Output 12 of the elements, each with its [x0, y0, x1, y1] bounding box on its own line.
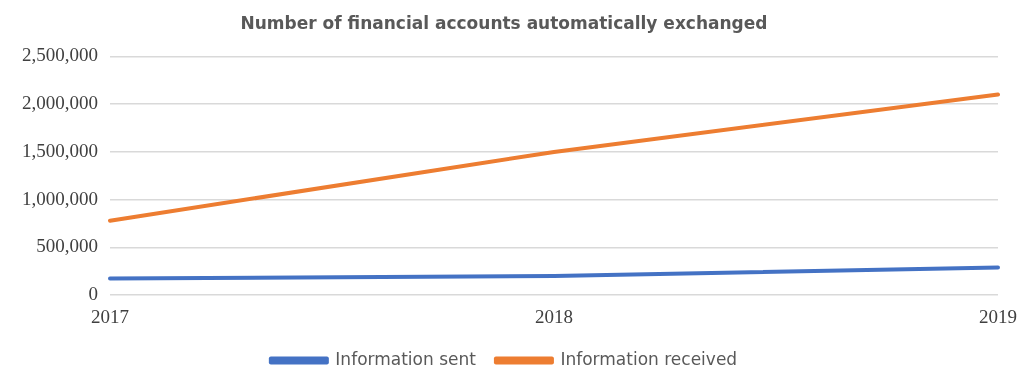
- legend-label: Information received: [560, 348, 738, 369]
- y-tick-label: 2,000,000: [22, 92, 98, 114]
- y-tick-label: 500,000: [36, 235, 98, 257]
- x-tick-label: 2019: [979, 305, 1017, 327]
- legend-label: Information sent: [335, 348, 477, 369]
- y-tick-label: 2,500,000: [22, 44, 98, 66]
- chart-title: Number of financial accounts automatically exchanged: [240, 12, 768, 33]
- y-tick-label: 1,500,000: [22, 139, 98, 161]
- y-tick-label: 0: [88, 283, 98, 305]
- x-tick-label: 2017: [91, 305, 129, 327]
- x-tick-label: 2018: [535, 305, 573, 327]
- y-tick-label: 1,000,000: [22, 187, 98, 209]
